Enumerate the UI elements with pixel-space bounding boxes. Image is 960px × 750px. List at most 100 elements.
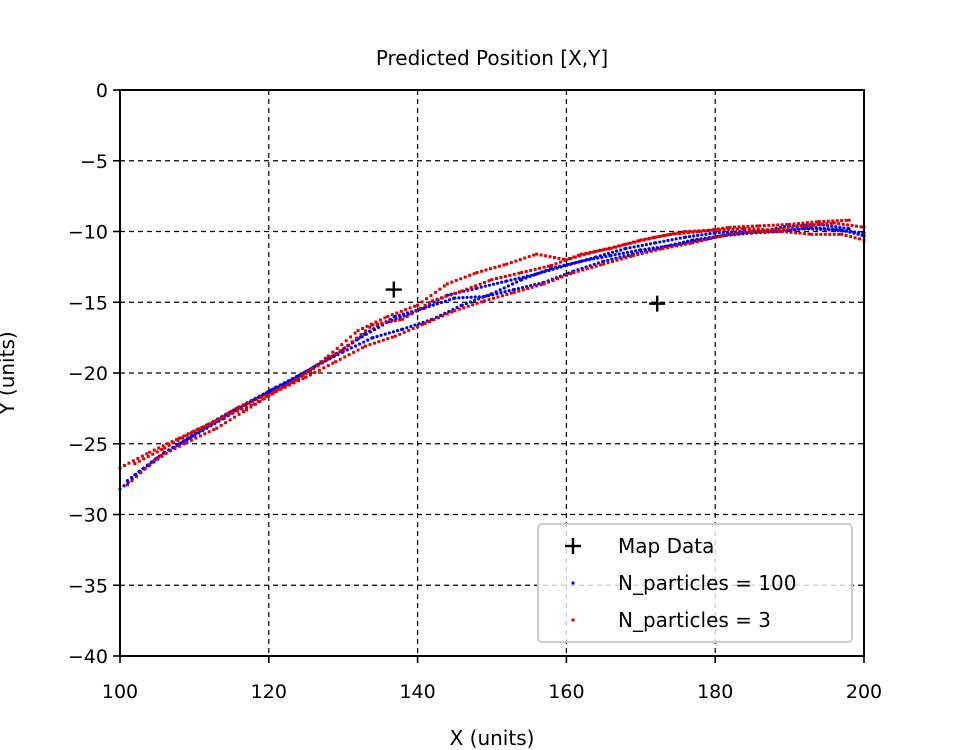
particle-3-point bbox=[408, 306, 412, 310]
legend-marker bbox=[565, 538, 581, 554]
particle-3-point bbox=[468, 273, 472, 277]
particle-3-point bbox=[487, 279, 491, 283]
particle-3-point bbox=[338, 357, 342, 361]
particle-3-point bbox=[542, 282, 546, 286]
particle-3-point bbox=[557, 256, 561, 260]
particle-3-point bbox=[364, 329, 368, 333]
particle-3-point bbox=[182, 442, 186, 446]
particle-100-point bbox=[349, 346, 353, 350]
particle-3-point bbox=[785, 230, 789, 234]
particle-3-point bbox=[231, 411, 235, 415]
particle-3-point bbox=[151, 452, 155, 456]
particle-3-point bbox=[624, 256, 628, 260]
particle-3-point bbox=[762, 224, 766, 228]
particle-100-point bbox=[397, 313, 401, 317]
particle-3-point bbox=[453, 309, 457, 313]
particle-3-point bbox=[597, 249, 601, 253]
particle-100-point bbox=[393, 314, 397, 318]
particle-3-point bbox=[233, 415, 237, 419]
particle-100-point bbox=[520, 278, 524, 282]
particle-100-point bbox=[353, 344, 358, 348]
particle-3-point bbox=[301, 377, 305, 381]
particle-3-point bbox=[134, 475, 138, 479]
particle-100-point bbox=[704, 232, 708, 236]
particle-3-point bbox=[419, 306, 423, 310]
particle-100-point bbox=[401, 312, 406, 316]
particle-3-point bbox=[822, 219, 826, 223]
particle-3-point bbox=[758, 224, 762, 228]
particle-3-point bbox=[675, 244, 679, 248]
particle-100-point bbox=[268, 389, 272, 393]
particle-100-point bbox=[145, 463, 149, 468]
particle-3-point bbox=[682, 231, 686, 235]
particle-3-point bbox=[491, 296, 495, 300]
particle-3-point bbox=[712, 228, 716, 232]
particle-3-point bbox=[858, 237, 862, 241]
particle-100-point bbox=[487, 283, 491, 287]
particle-100-point bbox=[600, 255, 604, 259]
particle-100-point bbox=[830, 227, 834, 231]
particle-100-point bbox=[822, 226, 826, 231]
particle-3-point bbox=[669, 232, 673, 236]
particle-3-point bbox=[228, 418, 232, 422]
particle-3-point bbox=[539, 283, 543, 287]
particle-3-point bbox=[416, 303, 420, 307]
particle-100-point bbox=[856, 232, 860, 236]
particle-100-point bbox=[717, 231, 721, 235]
particle-3-point bbox=[538, 266, 542, 270]
particle-3-point bbox=[304, 375, 308, 379]
particle-100-point bbox=[644, 242, 648, 247]
particle-3-point bbox=[652, 235, 656, 239]
particle-3-point bbox=[798, 231, 802, 235]
particle-3-point bbox=[416, 325, 420, 329]
particle-3-point bbox=[341, 347, 345, 351]
particle-3-point bbox=[551, 278, 555, 282]
y-tick-label: 0 bbox=[96, 80, 108, 102]
particle-3-point bbox=[316, 364, 320, 368]
particle-3-point bbox=[737, 225, 741, 229]
map-data-point bbox=[649, 295, 666, 312]
particle-3-point bbox=[420, 323, 424, 327]
particle-3-point bbox=[361, 326, 365, 330]
particle-3-point bbox=[721, 226, 725, 230]
particle-3-point bbox=[219, 423, 223, 427]
particle-3-point bbox=[802, 232, 806, 236]
particle-3-point bbox=[157, 446, 161, 450]
particle-100-point bbox=[417, 322, 421, 326]
particle-3-point bbox=[661, 246, 665, 250]
particle-3-point bbox=[764, 230, 768, 233]
particle-100-point bbox=[200, 428, 205, 433]
particle-3-point bbox=[795, 225, 799, 229]
particle-3-point bbox=[509, 261, 513, 265]
particle-3-point bbox=[740, 227, 744, 231]
particle-3-point bbox=[520, 271, 524, 275]
particle-3-point bbox=[399, 309, 403, 313]
particle-3-point bbox=[444, 294, 448, 298]
particle-100-point bbox=[192, 433, 196, 437]
particle-3-point bbox=[727, 227, 731, 231]
particle-3-point bbox=[344, 339, 348, 343]
particle-3-point bbox=[746, 224, 750, 228]
particle-3-point bbox=[859, 225, 863, 229]
particle-3-point bbox=[590, 265, 594, 269]
particle-3-point bbox=[364, 344, 368, 348]
particle-3-point bbox=[505, 262, 509, 266]
particle-3-point bbox=[631, 240, 635, 244]
particle-3-point bbox=[230, 409, 234, 413]
particle-3-point bbox=[322, 366, 326, 370]
particle-100-point bbox=[357, 342, 362, 346]
particle-3-point bbox=[198, 434, 202, 438]
particle-100-point bbox=[801, 226, 805, 231]
particle-3-point bbox=[755, 230, 759, 233]
particle-3-point bbox=[122, 463, 126, 467]
particle-3-point bbox=[148, 450, 152, 454]
particle-3-point bbox=[279, 387, 283, 391]
particle-3-point bbox=[475, 301, 479, 305]
y-tick-label: −25 bbox=[68, 434, 108, 456]
particle-100-point bbox=[639, 248, 643, 252]
particle-100-point bbox=[469, 295, 473, 299]
particle-100-point bbox=[465, 295, 469, 300]
particle-3-point bbox=[743, 227, 747, 231]
series-2 bbox=[118, 218, 866, 487]
particle-3-point bbox=[402, 330, 406, 334]
